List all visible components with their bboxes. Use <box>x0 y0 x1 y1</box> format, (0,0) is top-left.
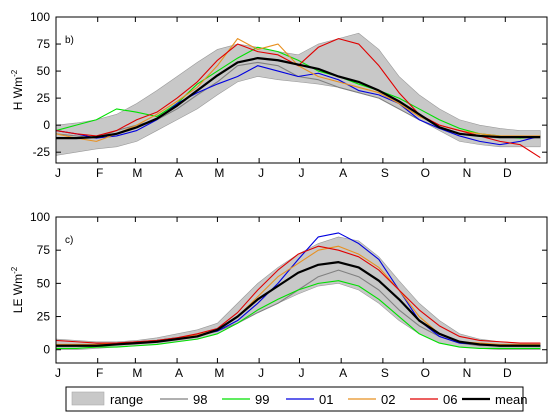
x-tick-label: A <box>175 166 183 180</box>
range-band <box>56 32 541 156</box>
x-tick-label: J <box>258 366 264 380</box>
y-tick-label: 75 <box>37 243 51 257</box>
panel-label: c) <box>65 235 73 246</box>
legend-label-01: 01 <box>319 392 333 407</box>
x-tick-label: J <box>55 366 61 380</box>
x-tick-label: A <box>339 166 347 180</box>
axes-frame <box>55 216 548 364</box>
axes-frame <box>55 16 548 164</box>
y-tick-label: 25 <box>37 310 51 324</box>
x-tick-label: S <box>381 366 389 380</box>
x-tick-label: O <box>421 366 430 380</box>
series-line-99 <box>56 280 541 349</box>
legend-label-range: range <box>110 392 143 407</box>
panel-label: b) <box>65 35 74 46</box>
legend-label-02: 02 <box>381 392 395 407</box>
x-tick-label: D <box>503 366 512 380</box>
x-tick-label: A <box>339 366 347 380</box>
series-line-99 <box>56 46 541 139</box>
x-tick-label: J <box>298 166 304 180</box>
series-line-mean <box>56 261 541 347</box>
x-tick-label: F <box>96 366 103 380</box>
y-tick-label: 100 <box>30 10 50 24</box>
x-tick-label: M <box>214 366 224 380</box>
x-tick-label: J <box>258 166 264 180</box>
x-tick-label: A <box>175 366 183 380</box>
x-tick-label: N <box>463 166 472 180</box>
series-line-mean <box>56 56 541 140</box>
x-tick-label: M <box>132 366 142 380</box>
y-axis-label: H Wm-2 <box>10 69 25 110</box>
x-tick-label: F <box>96 166 103 180</box>
x-tick-label: M <box>214 166 224 180</box>
chart-panel-b: 100 75 50 25 0 -25 J F M A M J J A S O N Db) H Wm-2 <box>10 10 548 180</box>
plot-area <box>56 232 541 351</box>
x-tick-label: J <box>55 166 61 180</box>
legend-swatch-range <box>71 391 105 406</box>
y-tick-label: 100 <box>30 210 50 224</box>
legend-label-mean: mean <box>495 392 528 407</box>
legend: range 98 99 01 02 06 mean <box>65 386 528 412</box>
y-tick-label: 0 <box>43 343 50 357</box>
legend-label-98: 98 <box>193 392 207 407</box>
x-tick-label: O <box>421 166 430 180</box>
x-tick-label: D <box>503 166 512 180</box>
series-line-01 <box>56 65 541 146</box>
y-tick-label: 25 <box>37 91 51 105</box>
y-tick-label: 0 <box>43 118 50 132</box>
x-tick-label: N <box>463 366 472 380</box>
legend-label-99: 99 <box>255 392 269 407</box>
x-tick-label: J <box>298 366 304 380</box>
x-tick-label: S <box>381 166 389 180</box>
y-axis-label: LE Wm-2 <box>10 266 25 313</box>
y-tick-label: 75 <box>37 37 51 51</box>
series-line-06 <box>56 245 541 344</box>
plot-area <box>56 32 541 159</box>
y-tick-label: 50 <box>37 276 51 290</box>
x-tick-label: M <box>132 166 142 180</box>
y-tick-label: 50 <box>37 64 51 78</box>
legend-label-06: 06 <box>443 392 457 407</box>
y-tick-label: -25 <box>33 145 51 159</box>
